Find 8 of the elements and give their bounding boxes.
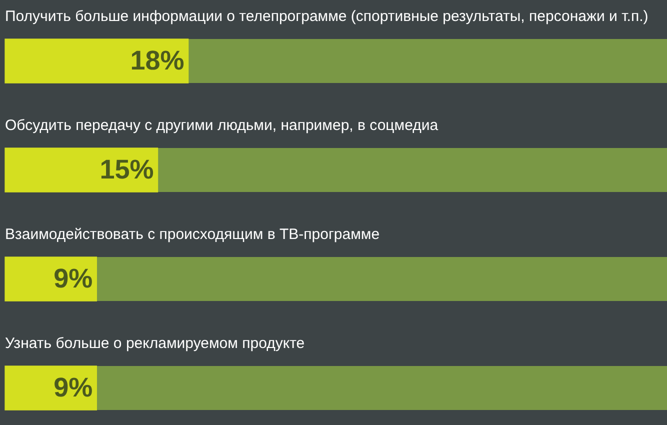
data-label: 9% — [54, 372, 93, 402]
y-tick-label: Взаимодействовать с происходящим в ТВ-программе — [5, 226, 380, 244]
y-tick-label: Получить больше информации о телепрограмме (спортивные результаты, персонажи и т.п.) — [5, 8, 648, 26]
y-tick-label: Узнать больше о рекламируемом продукте — [5, 335, 305, 352]
data-label: 9% — [54, 263, 93, 294]
y-tick-label: Обсудить передачу с другими людьми, например, в соцмедиа — [5, 117, 439, 134]
data-label: 15% — [100, 154, 154, 184]
data-label: 18% — [130, 45, 184, 76]
